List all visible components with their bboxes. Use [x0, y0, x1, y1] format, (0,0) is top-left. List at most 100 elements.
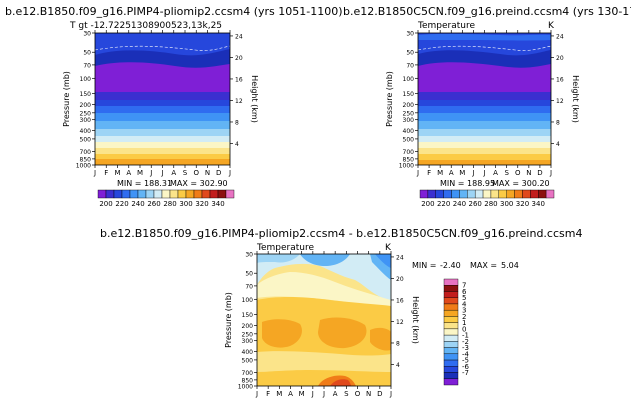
- diff-colorbar-label: -7: [462, 369, 469, 377]
- diff-x-tick-label: D: [377, 390, 382, 398]
- diff-pressure-tick-label: 850: [242, 377, 254, 384]
- diff-height-tick-label: 20: [396, 276, 404, 283]
- right-band-230: [418, 113, 551, 121]
- left-colorbar: 200 220 240 260 280 300 320 340: [97, 189, 235, 208]
- left-colorbar-label: 240: [131, 200, 144, 208]
- right-colorbar-swatch: [419, 189, 429, 199]
- right-band-250: [418, 129, 551, 136]
- diff-height-tick-label: 12: [396, 319, 404, 326]
- left-height-tick-label: 12: [235, 98, 243, 105]
- diff-pressure-tick-label: 700: [242, 370, 254, 377]
- left-colorbar-swatch: [105, 189, 115, 199]
- right-x-tick-label: J: [549, 169, 552, 177]
- left-x-tick-label: J: [228, 169, 231, 177]
- diff-pressure-tick-label: 400: [242, 349, 254, 356]
- right-colorbar-swatch: [538, 189, 547, 199]
- diff-min-value: -2.40: [440, 261, 461, 270]
- diff-x-tick-label: J: [311, 390, 314, 398]
- right-colorbar-swatch: [482, 189, 492, 199]
- right-band-tropopause-purple: [418, 62, 551, 96]
- left-panel-subtitle: T gt -12.72251308900523,13k,25: [69, 21, 222, 31]
- right-panel-subtitle-left: Temperature: [417, 21, 475, 31]
- right-colorbar-label: 260: [468, 200, 481, 208]
- left-pressure-tick-label: 850: [80, 156, 92, 163]
- left-pressure-tick-label: 400: [80, 128, 92, 135]
- right-pressure-tick-label: 300: [403, 117, 415, 124]
- right-colorbar-swatch: [514, 189, 523, 199]
- right-pressure-tick-label: 850: [403, 156, 415, 163]
- diff-x-tick-label: A: [333, 390, 338, 398]
- diff-x-tick-label: M: [276, 390, 282, 398]
- diff-colorbar-label: -6: [462, 363, 470, 371]
- right-band-270: [418, 142, 551, 148]
- right-x-tick-label: D: [537, 169, 542, 177]
- left-pressure-tick-label: 250: [80, 110, 92, 117]
- left-colorbar-swatch: [153, 189, 163, 199]
- left-panel-axes: J F M A M J J A S O N D J305070100150200250300400500…: [62, 30, 259, 177]
- right-height-tick-label: 16: [556, 76, 564, 83]
- left-colorbar-swatch: [193, 189, 203, 199]
- diff-x-tick-label: O: [355, 390, 361, 398]
- diff-region-surface-gold: [257, 372, 391, 386]
- diff-pressure-tick-label: 200: [242, 323, 254, 330]
- right-colorbar-label: 240: [453, 200, 466, 208]
- right-colorbar-swatch: [443, 189, 452, 199]
- left-x-tick-label: S: [183, 169, 188, 177]
- left-x-tick-label: M: [137, 169, 143, 177]
- right-contour-dashed: [417, 45, 552, 51]
- diff-colorbar-swatch: [443, 285, 459, 292]
- diff-colorbar-swatch: [443, 291, 459, 298]
- left-height-tick-label: 24: [235, 33, 243, 40]
- difference-panel-subtitle-right: K: [385, 243, 392, 253]
- diff-region-orange-blob-right: [370, 327, 391, 351]
- left-band-250: [95, 129, 230, 136]
- right-height-tick-label: 12: [556, 98, 564, 105]
- right-ylabel-right: Height (km): [571, 75, 580, 123]
- left-x-tick-label: N: [205, 169, 210, 177]
- diff-colorbar-label: -1: [462, 332, 469, 340]
- right-band-200: [418, 92, 551, 100]
- left-band-300: [95, 159, 230, 165]
- diff-pressure-tick-label: 250: [242, 331, 254, 338]
- diff-colorbar-label: -5: [462, 357, 469, 365]
- left-x-tick-label: D: [216, 169, 221, 177]
- left-x-tick-label: J: [149, 169, 152, 177]
- diff-region-light-blue: [257, 254, 391, 300]
- diff-x-tick-label: J: [255, 390, 258, 398]
- left-band-220: [95, 106, 230, 113]
- right-colorbar-swatch: [506, 189, 515, 199]
- right-x-tick-label: O: [515, 169, 521, 177]
- diff-colorbar-swatch: [443, 328, 459, 336]
- diff-colorbar-swatch: [443, 322, 459, 330]
- left-height-tick-label: 4: [235, 141, 239, 148]
- left-pressure-tick-label: 50: [83, 50, 91, 57]
- right-colorbar-label: 340: [532, 200, 545, 208]
- diff-colorbar-swatch: [443, 278, 459, 286]
- left-colorbar-swatch: [161, 189, 171, 199]
- right-pressure-tick-label: 700: [403, 149, 415, 156]
- left-colorbar-swatch: [113, 189, 123, 199]
- right-pressure-tick-label: 70: [406, 62, 414, 69]
- right-pressure-tick-label: 100: [403, 76, 415, 83]
- left-colorbar-swatch: [201, 189, 211, 199]
- left-contour-dashed: [94, 45, 231, 51]
- right-max-label: MAX = 300.20: [492, 179, 550, 188]
- left-min-label: MIN = 188.31: [117, 179, 172, 188]
- right-colorbar-swatch: [474, 189, 484, 199]
- right-panel-subtitle-right: K: [548, 21, 555, 31]
- diff-region-lower-yellow: [257, 351, 391, 372]
- right-band-280: [418, 148, 551, 154]
- left-pressure-tick-label: 500: [80, 136, 92, 143]
- right-pressure-tick-label: 500: [403, 136, 415, 143]
- left-band-290: [95, 154, 230, 159]
- right-band-300: [418, 160, 551, 165]
- diff-region-orange-blob-center: [318, 317, 367, 349]
- diff-x-tick-label: M: [299, 390, 305, 398]
- left-pressure-tick-label: 300: [80, 117, 92, 124]
- right-colorbar-swatch: [498, 189, 507, 199]
- left-x-tick-label: O: [193, 169, 199, 177]
- diff-height-tick-label: 4: [396, 362, 400, 369]
- right-colorbar-swatch: [435, 189, 444, 199]
